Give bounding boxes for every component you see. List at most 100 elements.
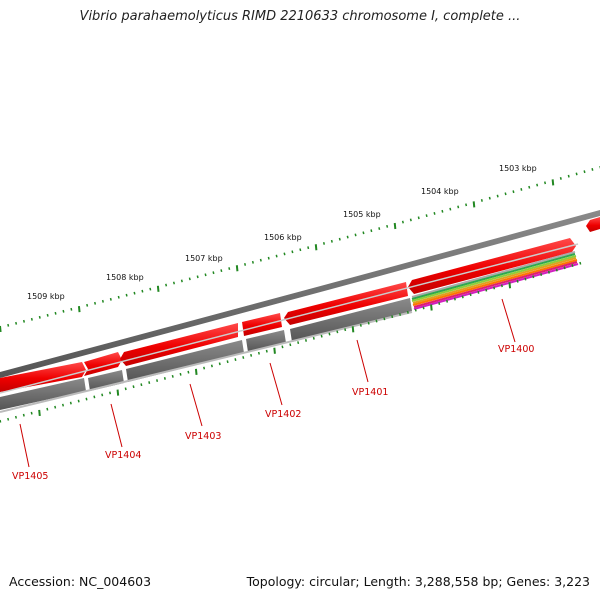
ruler-tick xyxy=(547,270,550,274)
cds-track xyxy=(0,298,412,410)
feature-separator xyxy=(0,243,579,394)
ruler-tick xyxy=(251,260,254,264)
ruler-tick xyxy=(7,417,10,421)
cds-block xyxy=(290,298,412,342)
ruler-tick xyxy=(409,218,412,222)
ruler-tick xyxy=(218,362,221,366)
ruler-tick xyxy=(289,343,292,347)
ruler-tick xyxy=(93,395,96,399)
ruler-tick xyxy=(163,377,166,380)
ruler-tick xyxy=(359,323,362,327)
ruler-tick xyxy=(281,345,284,349)
ruler-tick xyxy=(220,269,223,273)
ruler-tick xyxy=(386,224,389,228)
ruler-tick xyxy=(583,170,586,174)
ruler-tick xyxy=(259,258,262,262)
gene-arrow xyxy=(0,362,86,392)
gene-arrow xyxy=(84,352,122,376)
ruler-tick xyxy=(299,248,302,252)
ruler-tick xyxy=(242,356,245,359)
ruler-tick xyxy=(304,339,308,342)
gene-label[interactable]: VP1403 xyxy=(185,431,221,442)
ruler-tick xyxy=(320,334,323,338)
ruler-tick xyxy=(330,239,333,243)
ruler-tick xyxy=(148,381,151,385)
ruler-tick xyxy=(212,271,215,275)
ruler-tick xyxy=(187,370,190,374)
leader-line xyxy=(19,423,30,468)
ruler-tick xyxy=(46,407,49,411)
ruler-tick xyxy=(446,299,449,303)
ruler-tick xyxy=(109,391,112,395)
gene-track-forward xyxy=(0,217,600,392)
cds-block xyxy=(0,378,86,410)
gene-label[interactable]: VP1400 xyxy=(498,344,534,355)
ruler-tick xyxy=(453,297,456,301)
ruler-tick xyxy=(101,299,104,303)
ruler-tick xyxy=(179,372,182,376)
ruler-tick xyxy=(141,289,144,293)
ruler-tick xyxy=(133,291,136,295)
ruler-tick xyxy=(156,379,159,382)
ruler-tick xyxy=(188,277,191,281)
ruler-tick xyxy=(283,252,286,256)
gene-label[interactable]: VP1405 xyxy=(12,471,48,482)
ruler-tick xyxy=(500,284,503,288)
ruler-tick xyxy=(393,222,397,230)
ruler-tick xyxy=(307,246,310,250)
ruler-tick xyxy=(149,287,152,291)
ruler-tick xyxy=(351,326,355,333)
ruler-tick xyxy=(425,214,428,218)
ruler-tick xyxy=(235,265,239,272)
ruler-tick xyxy=(540,273,543,276)
ruler-tick xyxy=(441,209,444,213)
ruler-tick xyxy=(7,323,10,327)
ruler-tick xyxy=(370,229,373,233)
ruler-tick xyxy=(504,192,507,196)
ruler-tick xyxy=(336,330,339,334)
ruler-tick xyxy=(70,307,73,311)
ruler-tick xyxy=(0,419,2,423)
gene-label[interactable]: VP1404 xyxy=(105,450,141,461)
ruler-tick xyxy=(367,321,370,325)
ruler-tick xyxy=(469,293,472,297)
ruler-tick xyxy=(571,264,574,267)
ruler-tick xyxy=(544,181,547,185)
gene-label[interactable]: VP1402 xyxy=(265,409,301,420)
ruler-tick xyxy=(124,387,127,391)
ruler-tick xyxy=(472,201,476,208)
ruler-tick xyxy=(69,401,72,405)
ruler-tick xyxy=(210,364,213,368)
ruler-tick xyxy=(438,302,441,305)
ruler-tick xyxy=(172,281,176,285)
gene-label[interactable]: VP1401 xyxy=(352,387,388,398)
ruler-tick xyxy=(401,220,404,224)
ruler-tick xyxy=(265,349,268,353)
backbone-track xyxy=(0,210,600,378)
ruler-label: 1507 kbp xyxy=(185,254,223,263)
ruler-tick xyxy=(77,305,81,313)
gene-labels: VP1400 VP1401 VP1402 VP1403 VP1404 VP140… xyxy=(12,344,534,482)
ruler-tick xyxy=(62,309,65,313)
cds-block xyxy=(126,340,244,382)
ruler-tick xyxy=(196,275,199,279)
ruler-tick xyxy=(430,304,433,311)
ruler-tick xyxy=(346,235,349,239)
leader-line xyxy=(269,362,283,406)
ruler-tick xyxy=(94,301,97,305)
ruler-tick xyxy=(204,273,207,277)
ruler-tick xyxy=(244,262,247,266)
ruler-tick xyxy=(449,207,452,211)
ruler-tick xyxy=(496,194,499,198)
ruler-tick xyxy=(344,328,347,332)
ruler-tick xyxy=(273,347,276,354)
ruler-tick xyxy=(125,293,128,297)
ruler-tick xyxy=(555,268,558,272)
ruler-tick xyxy=(312,336,315,340)
ruler-label: 1506 kbp xyxy=(264,233,302,242)
ruler-tick xyxy=(257,351,260,355)
ruler-tick xyxy=(180,279,183,283)
ruler-tick xyxy=(508,282,512,289)
ruler-tick xyxy=(485,288,488,292)
